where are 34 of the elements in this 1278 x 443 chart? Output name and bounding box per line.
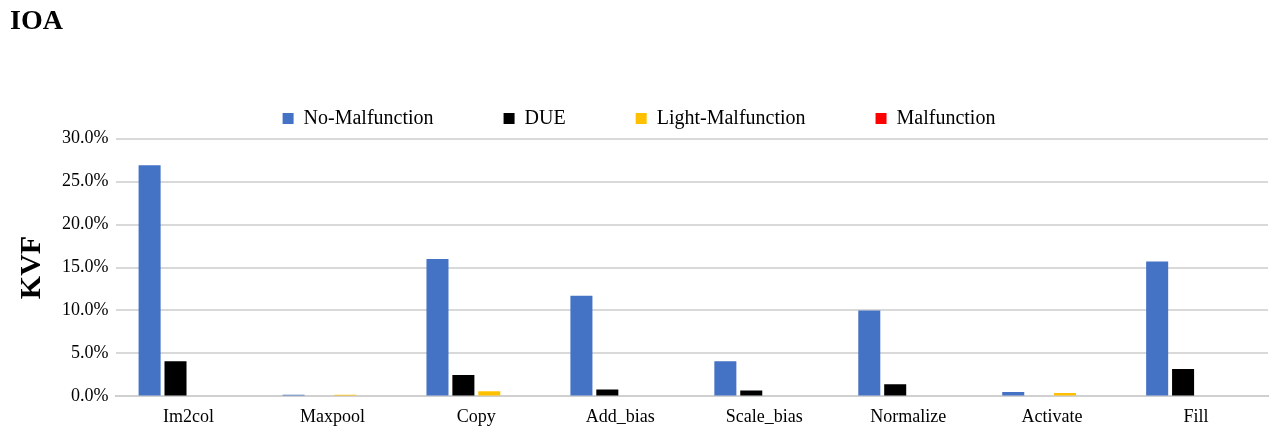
bar	[884, 384, 907, 396]
y-tick-label: 0.0%	[70, 385, 109, 406]
bar	[164, 361, 187, 396]
y-tick-label: 30.0%	[61, 127, 109, 148]
legend-label: Light-Malfunction	[656, 105, 806, 129]
bar	[452, 374, 475, 396]
bar	[138, 165, 161, 396]
y-tick-label: 15.0%	[61, 256, 109, 277]
x-tick-label: Fill	[1183, 405, 1209, 426]
x-tick-label: Add_bias	[585, 405, 655, 426]
bar	[478, 391, 501, 396]
legend-label: No-Malfunction	[303, 105, 434, 128]
chart-title: IOA	[10, 4, 64, 36]
x-tick-label: Im2col	[162, 405, 214, 426]
bar	[1172, 368, 1195, 396]
x-tick-label: Copy	[456, 405, 496, 426]
bar	[426, 258, 449, 396]
x-tick-label: Maxpool	[299, 405, 365, 426]
y-tick-label: 5.0%	[70, 342, 109, 363]
bar	[714, 361, 737, 396]
y-tick-label: 20.0%	[61, 213, 109, 234]
legend-label: DUE	[524, 105, 566, 128]
x-tick-label: Scale_bias	[725, 405, 803, 426]
y-axis-title: KVF	[12, 235, 46, 300]
bar	[740, 390, 763, 396]
bar	[858, 310, 881, 396]
y-tick-label: 25.0%	[61, 170, 109, 191]
x-tick-label: Normalize	[870, 405, 947, 426]
y-tick-label: 10.0%	[61, 299, 109, 320]
bar	[1002, 392, 1025, 396]
bar	[1146, 261, 1169, 396]
legend-label: Malfunction	[896, 105, 996, 128]
bar	[570, 295, 593, 396]
x-tick-label: Activate	[1021, 405, 1083, 426]
